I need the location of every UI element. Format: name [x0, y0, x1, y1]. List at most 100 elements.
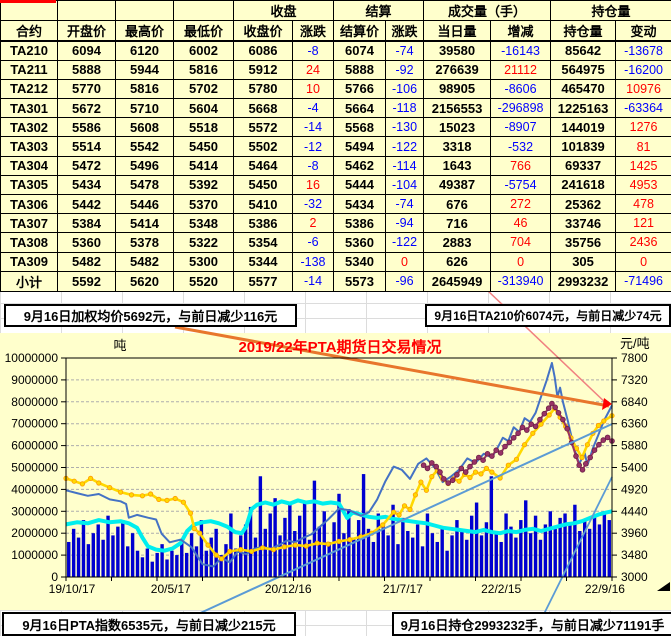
- value-cell[interactable]: -63364: [615, 98, 671, 119]
- contract-cell[interactable]: TA301: [0, 98, 58, 119]
- value-cell[interactable]: 465470: [550, 78, 617, 100]
- value-cell[interactable]: -118: [385, 98, 425, 119]
- ta210-price-banner[interactable]: 9月16日TA210价6074元，与前日减少74元: [425, 304, 671, 327]
- contract-cell[interactable]: TA303: [0, 136, 58, 157]
- value-cell[interactable]: 5472: [57, 155, 116, 176]
- value-cell[interactable]: 1643: [423, 155, 492, 176]
- value-cell[interactable]: 276639: [423, 59, 492, 80]
- value-cell[interactable]: 6120: [115, 40, 174, 61]
- value-cell[interactable]: 101839: [550, 136, 617, 157]
- value-cell[interactable]: 49387: [423, 174, 492, 196]
- value-cell[interactable]: 5668: [233, 98, 293, 119]
- value-cell[interactable]: 5702: [173, 78, 234, 100]
- value-cell[interactable]: 2436: [615, 232, 671, 253]
- value-cell[interactable]: 5370: [173, 193, 234, 215]
- value-cell[interactable]: 5520: [173, 270, 234, 292]
- value-cell[interactable]: 1225163: [550, 98, 617, 119]
- value-cell[interactable]: 5577: [233, 270, 293, 292]
- value-cell[interactable]: 6094: [57, 40, 116, 61]
- empty-header-cell[interactable]: [115, 0, 174, 21]
- value-cell[interactable]: -8: [291, 40, 335, 61]
- value-cell[interactable]: 5770: [57, 78, 116, 100]
- value-cell[interactable]: 5348: [173, 213, 234, 234]
- contract-cell[interactable]: TA308: [0, 232, 58, 253]
- value-cell[interactable]: 3318: [423, 136, 492, 157]
- column-header[interactable]: 合约: [0, 20, 58, 42]
- value-cell[interactable]: 5354: [233, 232, 293, 253]
- value-cell[interactable]: 5542: [115, 136, 174, 157]
- value-cell[interactable]: 5322: [173, 232, 234, 253]
- value-cell[interactable]: 5572: [233, 117, 293, 138]
- value-cell[interactable]: 24: [291, 59, 335, 80]
- value-cell[interactable]: 5444: [333, 174, 387, 196]
- group-header[interactable]: 收盘: [232, 0, 335, 21]
- contract-cell[interactable]: TA306: [0, 193, 58, 215]
- value-cell[interactable]: -4: [291, 98, 335, 119]
- value-cell[interactable]: -5754: [490, 174, 552, 196]
- value-cell[interactable]: 5672: [57, 98, 116, 119]
- value-cell[interactable]: 5518: [173, 117, 234, 138]
- contract-cell[interactable]: TA309: [0, 251, 58, 272]
- trading-chart-svg[interactable]: 1000000090000008000000700000060000005000…: [0, 288, 671, 636]
- contract-cell[interactable]: 小计: [0, 270, 58, 292]
- contract-cell[interactable]: TA211: [0, 59, 58, 80]
- empty-header-cell[interactable]: [173, 0, 234, 21]
- column-header[interactable]: 结算价: [333, 20, 387, 42]
- value-cell[interactable]: 0: [615, 251, 671, 272]
- value-cell[interactable]: -32: [291, 193, 335, 215]
- value-cell[interactable]: 5450: [173, 136, 234, 157]
- value-cell[interactable]: -12: [291, 136, 335, 157]
- value-cell[interactable]: 4953: [615, 174, 671, 196]
- value-cell[interactable]: 5414: [173, 155, 234, 176]
- value-cell[interactable]: -16200: [615, 59, 671, 80]
- column-header[interactable]: 最高价: [115, 20, 174, 42]
- column-header[interactable]: 当日量: [423, 20, 492, 42]
- value-cell[interactable]: 5888: [333, 59, 387, 80]
- value-cell[interactable]: 35756: [550, 232, 617, 253]
- value-cell[interactable]: 5494: [333, 136, 387, 157]
- value-cell[interactable]: 5478: [115, 174, 174, 196]
- pta-index-banner[interactable]: 9月16日PTA指数6535元，与前日减少215元: [2, 612, 296, 636]
- value-cell[interactable]: 5442: [57, 193, 116, 215]
- value-cell[interactable]: -94: [385, 213, 425, 234]
- value-cell[interactable]: 5434: [57, 174, 116, 196]
- column-header[interactable]: 最低价: [173, 20, 234, 42]
- value-cell[interactable]: 5502: [233, 136, 293, 157]
- value-cell[interactable]: 5912: [233, 59, 293, 80]
- value-cell[interactable]: -16143: [490, 40, 552, 61]
- value-cell[interactable]: 5464: [233, 155, 293, 176]
- value-cell[interactable]: 272: [490, 193, 552, 215]
- value-cell[interactable]: 144019: [550, 117, 617, 138]
- value-cell[interactable]: -313940: [490, 270, 552, 292]
- value-cell[interactable]: -122: [385, 136, 425, 157]
- value-cell[interactable]: -8: [291, 155, 335, 176]
- value-cell[interactable]: -14: [291, 117, 335, 138]
- value-cell[interactable]: 0: [385, 251, 425, 272]
- value-cell[interactable]: 766: [490, 155, 552, 176]
- value-cell[interactable]: 33746: [550, 213, 617, 234]
- column-header[interactable]: 变动: [615, 20, 671, 42]
- value-cell[interactable]: 21112: [490, 59, 552, 80]
- contract-cell[interactable]: TA304: [0, 155, 58, 176]
- value-cell[interactable]: -6: [291, 232, 335, 253]
- value-cell[interactable]: 5386: [333, 213, 387, 234]
- value-cell[interactable]: 5608: [115, 117, 174, 138]
- value-cell[interactable]: -114: [385, 155, 425, 176]
- column-header[interactable]: 涨跌: [291, 20, 335, 42]
- contract-cell[interactable]: TA210: [0, 40, 58, 61]
- value-cell[interactable]: 5514: [57, 136, 116, 157]
- value-cell[interactable]: 1276: [615, 117, 671, 138]
- value-cell[interactable]: 5434: [333, 193, 387, 215]
- value-cell[interactable]: 5384: [57, 213, 116, 234]
- value-cell[interactable]: 15023: [423, 117, 492, 138]
- value-cell[interactable]: 5414: [115, 213, 174, 234]
- group-header[interactable]: 成交量（手）: [423, 0, 552, 21]
- value-cell[interactable]: 5482: [115, 251, 174, 272]
- value-cell[interactable]: 5386: [233, 213, 293, 234]
- value-cell[interactable]: -296898: [490, 98, 552, 119]
- value-cell[interactable]: 39580: [423, 40, 492, 61]
- value-cell[interactable]: 6002: [173, 40, 234, 61]
- value-cell[interactable]: 5888: [57, 59, 116, 80]
- value-cell[interactable]: -74: [385, 40, 425, 61]
- column-header[interactable]: 增减: [490, 20, 552, 42]
